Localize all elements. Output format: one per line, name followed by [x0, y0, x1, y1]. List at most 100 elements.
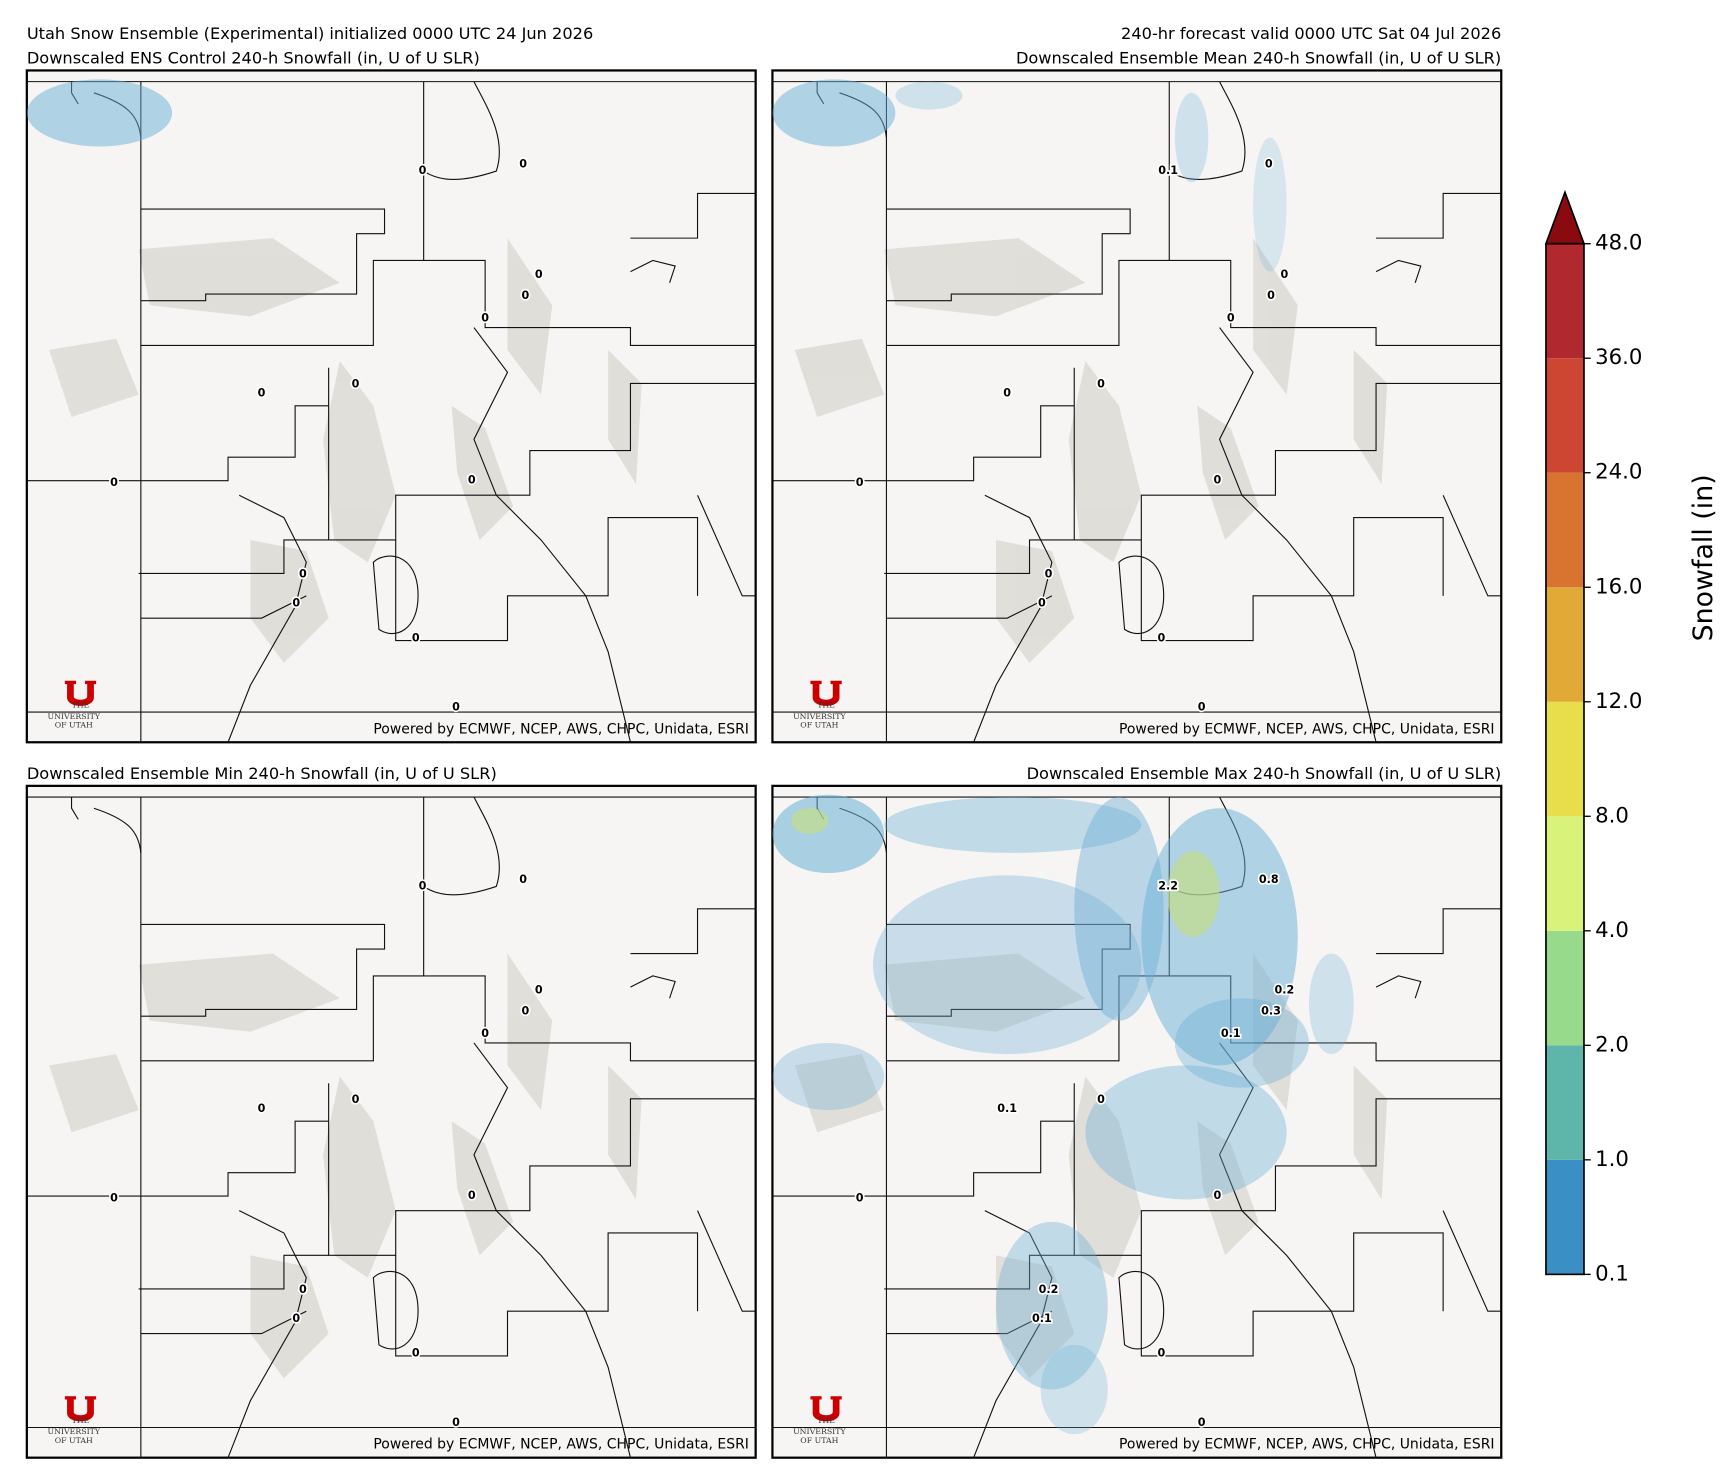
point-label: 0.1 — [1158, 164, 1178, 177]
color-bin — [1545, 930, 1584, 1046]
logo-text: OF UTAH — [55, 1436, 93, 1445]
tick-label: 24.0 — [1595, 460, 1642, 485]
point-label: 0 — [481, 1027, 489, 1040]
logo-text: OF UTAH — [800, 721, 838, 730]
panels: Downscaled ENS Control 240-h Snowfall (i… — [25, 24, 1503, 1459]
color-bin — [1545, 472, 1584, 588]
point-label: 0 — [412, 1347, 420, 1360]
tick-label: 12.0 — [1595, 689, 1642, 714]
snow-area — [1308, 953, 1354, 1055]
point-label: 0 — [522, 289, 530, 302]
point-label: 0 — [481, 312, 489, 325]
logo-text: OF UTAH — [800, 1436, 838, 1445]
panel-title: Downscaled Ensemble Mean 240-h Snowfall … — [1016, 49, 1501, 68]
logo-text: THE — [72, 1416, 90, 1425]
point-label: 0 — [856, 1191, 864, 1204]
point-label: 0 — [258, 1102, 266, 1115]
point-label: 2.2 — [1158, 879, 1178, 892]
snow-area — [1085, 1065, 1287, 1200]
basemap — [771, 69, 1503, 744]
color-bin — [1545, 243, 1584, 359]
point-label: 0 — [452, 1416, 460, 1429]
snow-area — [772, 1042, 885, 1111]
snow-area — [895, 81, 963, 110]
tick-label: 1.0 — [1595, 1147, 1629, 1172]
logo-text: THE — [72, 701, 90, 710]
credit: Powered by ECMWF, NCEP, AWS, CHPC, Unida… — [373, 1437, 749, 1453]
color-bin — [1545, 1159, 1584, 1275]
point-label: 0 — [535, 268, 543, 281]
point-label: 0 — [522, 1005, 530, 1018]
point-label: 0.3 — [1261, 1005, 1281, 1018]
point-label: 0 — [419, 164, 427, 177]
point-label: 0 — [519, 157, 527, 170]
snow-area — [873, 875, 1142, 1055]
map-panel: Downscaled ENS Control 240-h Snowfall (i… — [25, 49, 757, 744]
point-label: 0 — [519, 873, 527, 886]
snow-area — [995, 1221, 1108, 1390]
point-label: 0.1 — [1221, 1027, 1241, 1040]
point-label: 0.1 — [997, 1102, 1017, 1115]
snow-area — [1167, 851, 1220, 937]
point-label: 0.2 — [1275, 983, 1295, 996]
snow-area — [772, 794, 885, 874]
point-label: 0 — [535, 983, 543, 996]
tick-label: 8.0 — [1595, 803, 1629, 828]
header-title: Utah Snow Ensemble (Experimental) initia… — [27, 24, 593, 43]
credit: Powered by ECMWF, NCEP, AWS, CHPC, Unida… — [373, 721, 749, 737]
point-label: 0 — [468, 1189, 476, 1202]
colorbar-label: Snowfall (in) — [1688, 474, 1719, 641]
snow-area — [1174, 92, 1209, 183]
point-label: 0 — [292, 1312, 300, 1325]
point-label: 0 — [1267, 289, 1275, 302]
point-label: 0 — [412, 631, 420, 644]
point-label: 0 — [1097, 1093, 1105, 1106]
snow-area — [26, 79, 173, 147]
color-bin — [1545, 1045, 1584, 1160]
point-label: 0 — [299, 1283, 307, 1296]
point-label: 0 — [452, 701, 460, 714]
snow-area — [1040, 1344, 1108, 1435]
point-label: 0 — [1213, 1189, 1221, 1202]
point-label: 0 — [856, 476, 864, 489]
snow-area — [1253, 137, 1287, 272]
logo-text: THE — [817, 1416, 835, 1425]
point-label: 0 — [1227, 312, 1235, 325]
color-bin — [1545, 701, 1584, 817]
credit: Powered by ECMWF, NCEP, AWS, CHPC, Unida… — [1119, 1437, 1495, 1453]
snow-shading — [26, 79, 173, 147]
tick-label: 4.0 — [1595, 918, 1629, 943]
point-label: 0 — [1198, 701, 1206, 714]
point-label: 0 — [110, 476, 118, 489]
point-label: 0.1 — [1032, 1312, 1052, 1325]
logo-text: UNIVERSITY — [48, 1427, 101, 1436]
point-label: 0 — [1158, 1347, 1166, 1360]
panel-title: Downscaled ENS Control 240-h Snowfall (i… — [27, 49, 480, 68]
tick-label: 0.1 — [1595, 1261, 1629, 1286]
point-label: 0.8 — [1259, 873, 1279, 886]
extend-triangle — [1544, 189, 1586, 245]
logo-text: UNIVERSITY — [793, 1427, 846, 1436]
panel-title: Downscaled Ensemble Max 240-h Snowfall (… — [1027, 764, 1502, 783]
colorbar: 0.1 1.0 2.0 4.0 8.0 12.0 16.0 24.0 36.0 48.0 Snowf… — [1544, 189, 1719, 1286]
point-label: 0 — [352, 378, 360, 391]
point-label: 0 — [1265, 157, 1273, 170]
header-valid: 240-hr forecast valid 0000 UTC Sat 04 Ju… — [1121, 24, 1501, 43]
tick-label: 48.0 — [1595, 231, 1642, 256]
colorbar-frame — [1545, 242, 1585, 1276]
map-panel: Downscaled Ensemble Mean 240-h Snowfall … — [771, 49, 1503, 744]
tick-label: 16.0 — [1595, 574, 1642, 599]
basemap — [25, 784, 757, 1459]
point-label: 0 — [1198, 1416, 1206, 1429]
snow-area — [791, 807, 829, 834]
tick-label: 36.0 — [1595, 345, 1642, 370]
map-panel: Downscaled Ensemble Min 240-h Snowfall (… — [25, 764, 757, 1459]
snow-shading — [772, 794, 1354, 1435]
point-label: 0 — [292, 597, 300, 610]
logo-text: OF UTAH — [55, 721, 93, 730]
color-bin — [1545, 816, 1584, 931]
color-bin — [1545, 587, 1584, 702]
basemap — [25, 69, 757, 744]
